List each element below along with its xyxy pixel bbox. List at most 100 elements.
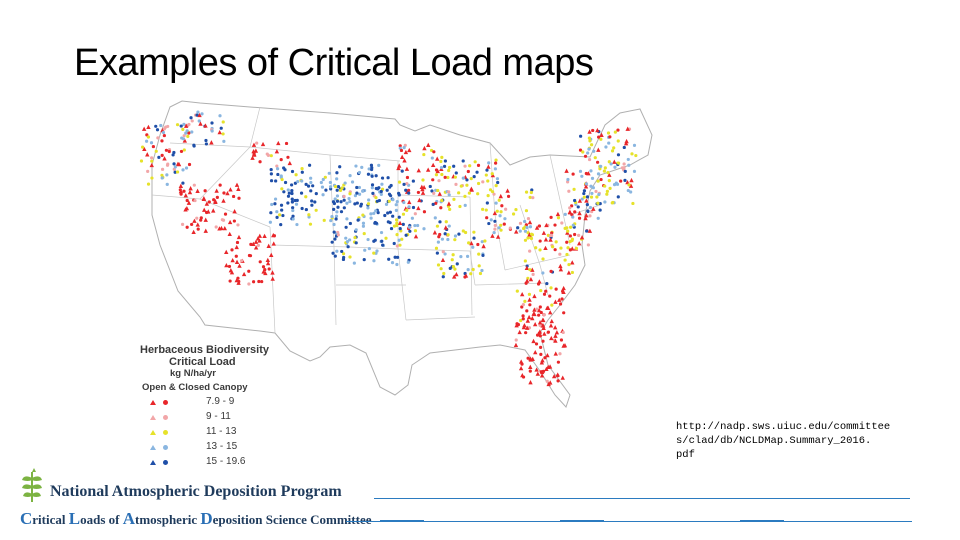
site-marker [304, 182, 308, 186]
site-marker [545, 379, 549, 383]
site-marker [434, 173, 439, 177]
site-marker [548, 294, 552, 298]
site-marker [290, 189, 294, 193]
site-marker [180, 222, 185, 226]
site-marker [458, 204, 462, 209]
site-marker [548, 380, 553, 385]
site-marker [342, 255, 346, 260]
site-marker [394, 218, 399, 222]
site-marker [528, 225, 533, 229]
dot-marker-icon [163, 445, 168, 450]
site-marker [480, 240, 484, 244]
site-marker [256, 243, 260, 247]
site-marker [386, 211, 390, 215]
site-marker [340, 186, 344, 190]
site-marker [270, 270, 275, 275]
site-marker [568, 240, 572, 244]
site-marker [459, 255, 463, 259]
site-marker [466, 267, 470, 272]
site-marker [335, 188, 339, 192]
site-marker [258, 160, 262, 164]
site-marker [468, 164, 472, 168]
site-marker [435, 224, 440, 228]
site-marker [523, 259, 527, 263]
site-marker [204, 138, 208, 143]
site-marker [612, 146, 616, 150]
site-marker [620, 166, 625, 170]
site-marker [282, 190, 286, 194]
site-marker [593, 156, 597, 160]
site-marker [505, 188, 510, 193]
site-marker [514, 229, 519, 234]
site-marker [550, 233, 554, 237]
site-marker [367, 167, 371, 171]
site-marker [564, 168, 569, 173]
site-marker [585, 203, 589, 207]
site-marker [625, 179, 630, 185]
site-marker [275, 215, 279, 219]
site-marker [604, 145, 608, 149]
site-marker [182, 122, 186, 126]
site-marker [532, 322, 538, 327]
site-marker [528, 357, 534, 362]
site-marker [596, 147, 601, 152]
site-marker [171, 153, 175, 157]
site-marker [426, 142, 431, 147]
site-marker [269, 167, 273, 172]
site-marker [619, 179, 623, 183]
site-marker [528, 303, 532, 307]
site-marker [239, 259, 244, 263]
triangle-marker-icon [150, 460, 156, 465]
source-url[interactable]: http://nadp.sws.uiuc.edu/committee s/cla… [676, 420, 896, 462]
site-marker [232, 219, 236, 223]
site-marker [400, 169, 404, 173]
site-marker [321, 193, 325, 197]
site-marker [489, 218, 493, 222]
site-marker [590, 176, 595, 180]
site-marker [228, 187, 233, 192]
site-marker [490, 190, 495, 194]
site-marker [183, 123, 189, 128]
site-marker [286, 188, 290, 192]
site-marker [308, 222, 313, 226]
legend-item: 13 - 15 [140, 441, 330, 456]
site-marker [353, 235, 357, 240]
site-marker [379, 230, 384, 235]
site-marker [539, 352, 543, 356]
site-marker [467, 241, 471, 245]
site-marker [204, 201, 210, 206]
site-marker [587, 136, 591, 140]
site-marker [247, 253, 252, 258]
site-marker [369, 216, 373, 220]
site-marker [527, 219, 533, 225]
site-marker [335, 171, 339, 175]
site-marker [500, 204, 504, 208]
site-marker [577, 216, 582, 220]
site-marker [201, 196, 207, 201]
source-url-line3: pdf [676, 449, 695, 461]
site-marker [535, 333, 540, 337]
site-marker [603, 200, 607, 204]
site-marker [544, 289, 548, 293]
site-marker [453, 238, 457, 242]
site-marker [556, 379, 560, 383]
site-marker [537, 224, 542, 228]
site-marker [433, 216, 437, 220]
site-marker [279, 223, 283, 227]
site-marker [529, 236, 534, 241]
site-marker [372, 251, 376, 255]
site-marker [574, 246, 579, 251]
site-marker [273, 197, 278, 201]
site-marker [539, 288, 543, 293]
site-marker [446, 201, 452, 206]
site-marker [149, 162, 154, 168]
site-marker [499, 223, 503, 227]
site-marker [404, 188, 408, 192]
site-marker [447, 168, 451, 173]
site-marker [589, 195, 594, 199]
site-marker [440, 237, 444, 241]
site-marker [446, 237, 450, 242]
site-marker [448, 266, 452, 270]
site-marker [333, 237, 337, 241]
site-marker [553, 223, 557, 227]
